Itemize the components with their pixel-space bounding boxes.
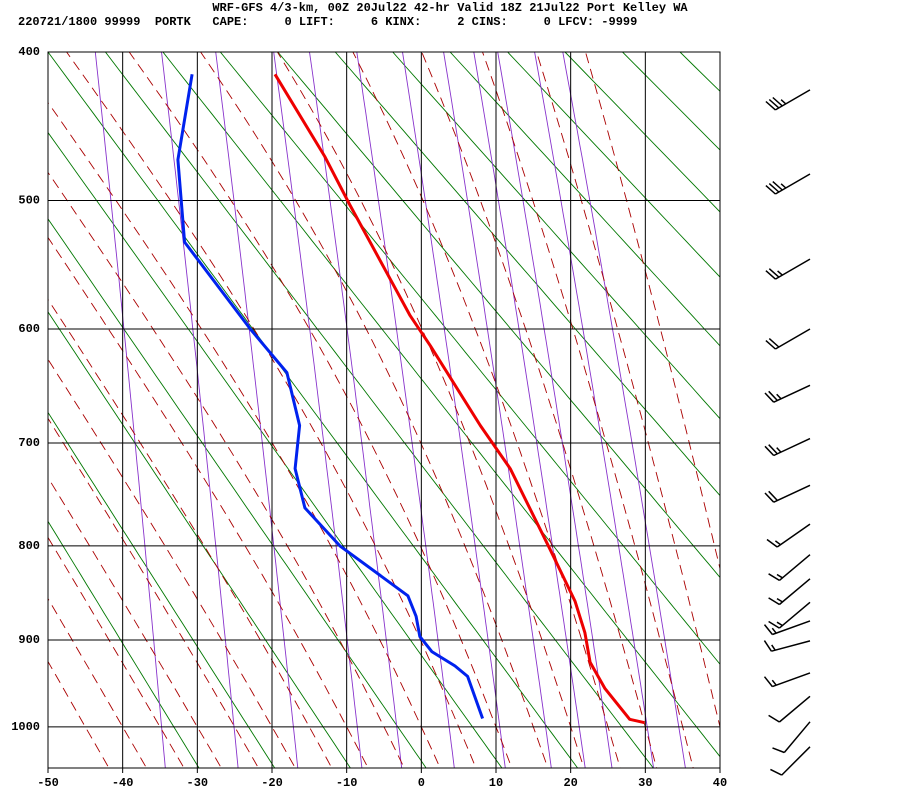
background-lines [48, 19, 900, 800]
reference-line [816, 19, 900, 800]
x-tick-label: -50 [37, 776, 59, 790]
reference-line [48, 417, 259, 768]
reference-line [48, 131, 503, 768]
reference-line [585, 52, 720, 571]
reference-line [162, 52, 720, 758]
reference-line [276, 52, 585, 768]
reference-line [48, 101, 441, 768]
reference-line [309, 52, 403, 768]
reference-line [128, 52, 513, 768]
reference-line [679, 52, 720, 92]
wind-barb [765, 328, 811, 350]
y-tick-label: 400 [18, 45, 40, 59]
x-tick-label: 0 [418, 776, 425, 790]
reference-line [94, 52, 166, 768]
reference-line [219, 52, 720, 665]
reference-line [873, 19, 900, 800]
y-tick-label: 800 [18, 539, 40, 553]
wind-barb [766, 523, 811, 548]
reference-line [48, 660, 110, 768]
plot-frame [47, 51, 721, 769]
y-tick-label: 700 [18, 436, 40, 450]
x-tick-label: 40 [713, 776, 727, 790]
wind-barb [768, 601, 811, 629]
wind-barb [770, 746, 811, 776]
wind-barb [763, 672, 811, 688]
x-tick-label: -30 [187, 776, 209, 790]
reference-line [48, 218, 427, 768]
x-tick-label: 20 [563, 776, 577, 790]
profile-line [176, 74, 485, 720]
y-tick-label: 900 [18, 633, 40, 647]
x-tick-label: 10 [489, 776, 503, 790]
reference-line [48, 311, 351, 768]
reference-line [48, 298, 333, 768]
wind-barb [768, 578, 811, 606]
reference-line [48, 476, 222, 768]
wind-barb [765, 173, 811, 195]
profile-line [273, 73, 645, 725]
chart-title: WRF-GFS 4/3-km, 00Z 20Jul22 42-hr Valid … [212, 1, 688, 15]
reference-line [104, 52, 654, 768]
wind-barb [772, 721, 811, 754]
x-tick-label: -20 [261, 776, 283, 790]
reference-line [621, 52, 720, 151]
wind-barb [764, 484, 811, 503]
reference-line [277, 52, 720, 579]
wind-barb [768, 554, 811, 582]
reference-line [497, 52, 613, 768]
x-tick-label: -40 [112, 776, 134, 790]
reference-line [421, 52, 658, 768]
reference-line [402, 52, 506, 768]
reference-line [48, 597, 148, 768]
reference-line [473, 52, 586, 768]
reference-line [48, 358, 296, 768]
wind-barb [765, 89, 811, 111]
wind-barb [763, 620, 811, 636]
x-tick-label: 30 [638, 776, 652, 790]
reference-line [48, 536, 185, 768]
wind-barb [764, 384, 811, 403]
wind-barb [764, 437, 811, 457]
reference-line [48, 411, 276, 768]
reference-line [449, 52, 720, 347]
reference-line [273, 52, 363, 768]
chart-subtitle: 220721/1800 99999 PORTK CAPE: 0 LIFT: 6 … [18, 15, 637, 29]
wind-barb [768, 695, 811, 723]
wind-barb [765, 258, 811, 280]
y-tick-label: 1000 [11, 720, 40, 734]
wind-barb [763, 640, 811, 652]
reference-line [506, 52, 720, 278]
reference-line [48, 236, 369, 768]
reference-line [534, 52, 655, 768]
reference-line [703, 19, 900, 800]
plot: -50 -40 -30 -20 -10 0 10 20 30 40 400 500 600 700 800 9… [11, 45, 811, 790]
reference-line [48, 520, 200, 768]
y-tick-label: 500 [18, 194, 40, 208]
x-tick-label: -10 [336, 776, 358, 790]
reference-line [48, 52, 579, 768]
reference-line [48, 171, 405, 768]
y-tick-label: 600 [18, 322, 40, 336]
